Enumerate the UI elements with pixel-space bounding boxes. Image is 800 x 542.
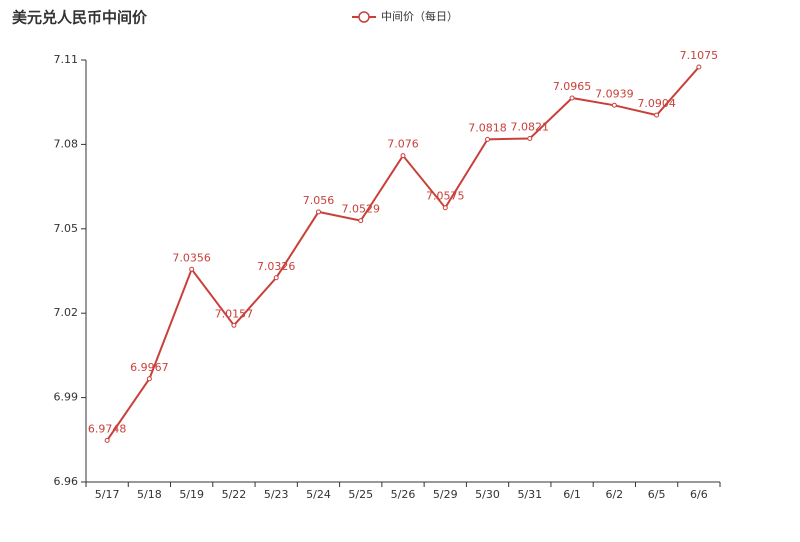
data-label: 7.0965 [553,80,592,93]
chart-title: 美元兑人民币中间价 [12,9,148,27]
data-point [654,112,660,118]
data-label: 7.1075 [680,49,719,62]
data-point [400,153,406,159]
x-tick-label: 5/23 [264,488,289,501]
x-tick-label: 6/5 [648,488,666,501]
data-label: 7.0904 [637,97,676,110]
x-tick-label: 5/31 [517,488,542,501]
data-label: 7.076 [387,138,419,151]
data-point [527,135,533,141]
data-point [442,205,448,211]
data-label: 7.0939 [595,87,634,100]
data-point [696,64,702,70]
y-tick-label: 6.99 [54,391,79,404]
y-tick-label: 7.08 [54,137,79,150]
data-label: 7.056 [303,194,335,207]
data-label: 6.9748 [88,422,127,435]
y-tick-label: 7.11 [54,53,79,66]
x-tick-label: 5/19 [179,488,204,501]
legend-marker [358,11,370,23]
data-point [569,95,575,101]
x-tick-label: 5/17 [95,488,120,501]
data-label: 6.9967 [130,361,169,374]
data-point [611,102,617,108]
y-tick-label: 7.05 [54,222,79,235]
data-point [189,266,195,272]
data-label: 7.0529 [341,203,380,216]
data-point [315,209,321,215]
x-tick-label: 5/25 [348,488,373,501]
y-tick-label: 6.96 [54,475,79,488]
x-tick-label: 5/30 [475,488,500,501]
data-point [104,437,110,443]
data-point [485,136,491,142]
data-label: 7.0821 [511,120,550,133]
legend-label: 中间价（每日） [381,9,458,23]
data-point [358,218,364,224]
x-tick-label: 5/22 [222,488,247,501]
data-label: 7.0356 [172,251,211,264]
x-tick-label: 6/6 [690,488,708,501]
x-tick-label: 5/26 [391,488,416,501]
data-label: 7.0575 [426,190,465,203]
y-tick-label: 7.02 [54,306,79,319]
data-point [146,376,152,382]
data-label: 7.0818 [468,121,507,134]
x-tick-label: 6/1 [563,488,581,501]
data-point [231,322,237,328]
data-label: 7.0157 [215,307,254,320]
x-tick-label: 6/2 [605,488,623,501]
data-label: 7.0326 [257,260,296,273]
x-tick-label: 5/29 [433,488,458,501]
x-tick-label: 5/18 [137,488,162,501]
data-point [273,275,279,281]
x-tick-label: 5/24 [306,488,331,501]
